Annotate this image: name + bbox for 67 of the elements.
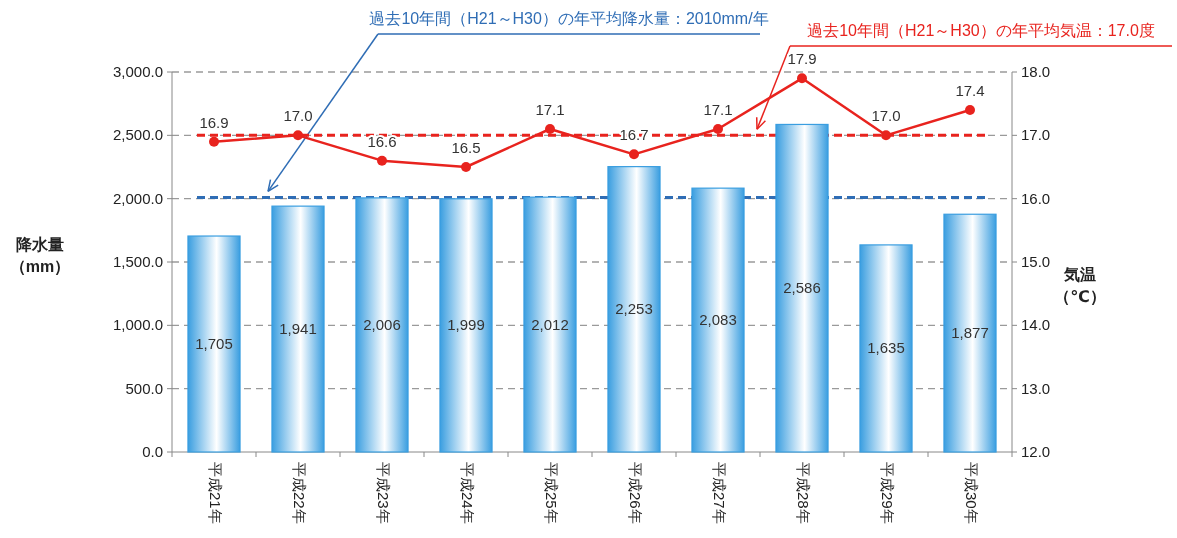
data-label: 2,012 xyxy=(531,315,569,333)
point xyxy=(965,105,975,115)
y-tick-label: 3,000.0 xyxy=(112,63,163,80)
data-label: 17.0 xyxy=(871,107,901,125)
y-tick-label: 0.0 xyxy=(142,443,163,460)
point xyxy=(797,73,807,84)
x-tick-label: 平成26年 xyxy=(627,462,645,524)
point xyxy=(461,162,471,172)
bar xyxy=(187,235,241,453)
y2-tick-label: 14.0 xyxy=(1021,316,1051,334)
x-tick-label: 平成23年 xyxy=(375,462,393,524)
y2-tick-label: 12.0 xyxy=(1021,443,1051,460)
bar xyxy=(943,213,997,453)
x-tick-label: 平成30年 xyxy=(963,462,981,524)
data-label: 17.9 xyxy=(787,50,817,68)
y2-tick-label: 15.0 xyxy=(1021,253,1051,270)
point xyxy=(545,124,555,134)
data-label: 1,999 xyxy=(447,316,485,334)
point xyxy=(209,136,219,147)
point xyxy=(629,149,639,160)
data-label: 17.0 xyxy=(283,107,313,125)
data-label: 16.9 xyxy=(199,113,229,131)
data-label: 17.1 xyxy=(703,101,733,118)
y2-tick-label: 18.0 xyxy=(1021,63,1051,80)
y-tick-label: 500.0 xyxy=(125,379,163,397)
data-label: 2,006 xyxy=(363,315,401,333)
data-label: 1,877 xyxy=(951,324,989,342)
data-label: 17.1 xyxy=(535,101,565,118)
y-tick-label: 1,500.0 xyxy=(112,253,163,270)
bar xyxy=(775,123,829,453)
y-tick-label: 1,000.0 xyxy=(112,316,163,334)
x-tick-label: 平成21年 xyxy=(207,462,225,524)
y2-tick-label: 16.0 xyxy=(1021,189,1051,207)
x-tick-label: 平成22年 xyxy=(291,462,309,524)
x-tick-label: 平成25年 xyxy=(543,462,561,524)
x-tick-label: 平成28年 xyxy=(795,462,813,524)
bar xyxy=(859,244,913,453)
bar xyxy=(607,166,661,453)
y2-axis-title: 気温（℃） xyxy=(1054,266,1106,306)
point xyxy=(377,155,387,166)
bar xyxy=(439,198,493,453)
point xyxy=(293,130,303,141)
data-label: 16.6 xyxy=(367,132,397,150)
point xyxy=(881,130,891,141)
data-label: 2,083 xyxy=(699,311,737,329)
y-tick-label: 2,500.0 xyxy=(112,126,163,144)
data-label: 16.5 xyxy=(451,139,481,156)
y-tick-label: 2,000.0 xyxy=(112,189,163,207)
bar xyxy=(355,197,409,453)
ref-line-label: 過去10年間（H21～H30）の年平均気温：17.0度 xyxy=(807,22,1155,39)
data-label: 2,253 xyxy=(615,300,653,318)
data-label: 1,635 xyxy=(867,339,905,357)
x-tick-label: 平成24年 xyxy=(459,462,477,524)
x-tick-label: 平成29年 xyxy=(879,462,897,524)
x-tick-label: 平成27年 xyxy=(711,462,729,524)
bar xyxy=(271,205,325,453)
bar xyxy=(691,187,745,453)
bar xyxy=(523,196,577,453)
data-label: 1,941 xyxy=(279,320,317,338)
y-axis-title: 降水量（mm） xyxy=(9,236,71,276)
y2-tick-label: 13.0 xyxy=(1021,379,1051,397)
point xyxy=(713,124,723,134)
y2-tick-label: 17.0 xyxy=(1021,126,1051,144)
data-label: 2,586 xyxy=(783,279,821,297)
data-label: 17.4 xyxy=(955,82,985,99)
ref-line-label: 過去10年間（H21～H30）の年平均降水量：2010mm/年 xyxy=(369,10,769,27)
data-label: 1,705 xyxy=(195,335,233,353)
